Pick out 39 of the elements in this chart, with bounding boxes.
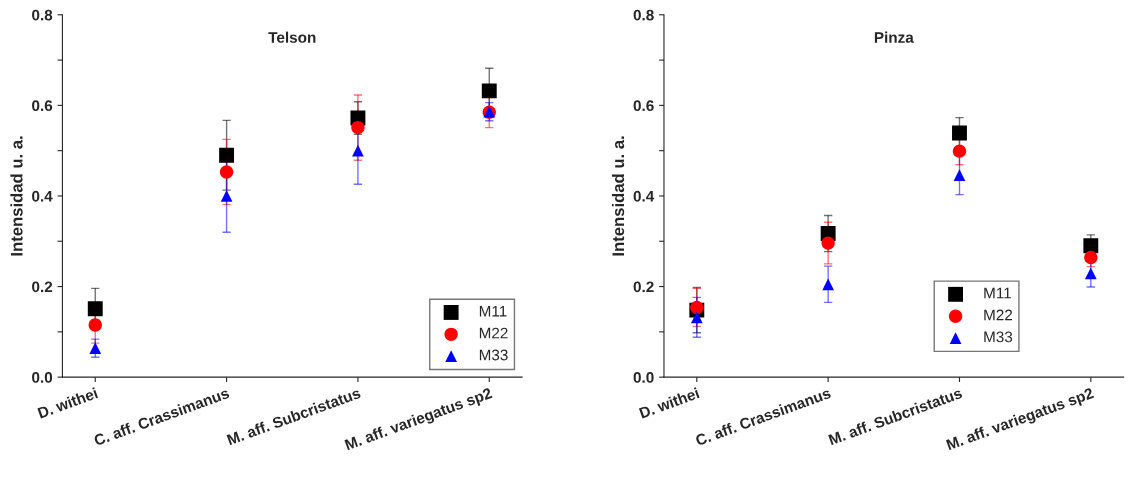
point bbox=[690, 311, 703, 324]
point bbox=[219, 147, 235, 163]
y-tick-label: 0.4 bbox=[633, 190, 655, 202]
text: Pinza bbox=[874, 31, 914, 43]
x-tick-label: D. withei bbox=[638, 387, 700, 419]
point bbox=[352, 144, 364, 157]
point bbox=[351, 120, 365, 135]
y-tick-label: 0.0 bbox=[32, 372, 53, 383]
point bbox=[1083, 238, 1099, 254]
legend-label: M22 bbox=[479, 327, 508, 339]
point bbox=[220, 190, 233, 202]
y-tick-label: 0.4 bbox=[32, 190, 53, 202]
point bbox=[88, 318, 102, 332]
y-tick-label: 0.6 bbox=[32, 100, 53, 112]
legend-label: M11 bbox=[479, 305, 507, 317]
legend-label: M22 bbox=[984, 309, 1013, 321]
point bbox=[822, 278, 834, 291]
point bbox=[952, 144, 967, 158]
y-axis-title: Intensidad u. a. bbox=[611, 136, 625, 256]
x-tick-label: D. withei bbox=[37, 387, 99, 419]
y-tick-label: 0.8 bbox=[633, 9, 654, 21]
point bbox=[89, 342, 102, 355]
y-tick-label: 0.2 bbox=[633, 281, 654, 293]
legend-label: M11 bbox=[984, 287, 1011, 299]
legend-label: M33 bbox=[479, 349, 508, 361]
point bbox=[821, 236, 835, 250]
point bbox=[87, 301, 103, 317]
point bbox=[1084, 267, 1097, 280]
point bbox=[952, 125, 967, 141]
legend-label: M33 bbox=[984, 331, 1013, 343]
point bbox=[953, 169, 966, 181]
y-tick-label: 0.6 bbox=[633, 100, 654, 112]
point bbox=[219, 165, 234, 179]
y-tick-label: 0.0 bbox=[633, 372, 654, 383]
point bbox=[481, 83, 497, 99]
y-tick-label: 0.2 bbox=[32, 281, 53, 293]
y-axis-title: Intensidad u. a. bbox=[10, 136, 23, 256]
text: Telson bbox=[268, 31, 316, 43]
y-tick-label: 0.8 bbox=[32, 9, 53, 21]
